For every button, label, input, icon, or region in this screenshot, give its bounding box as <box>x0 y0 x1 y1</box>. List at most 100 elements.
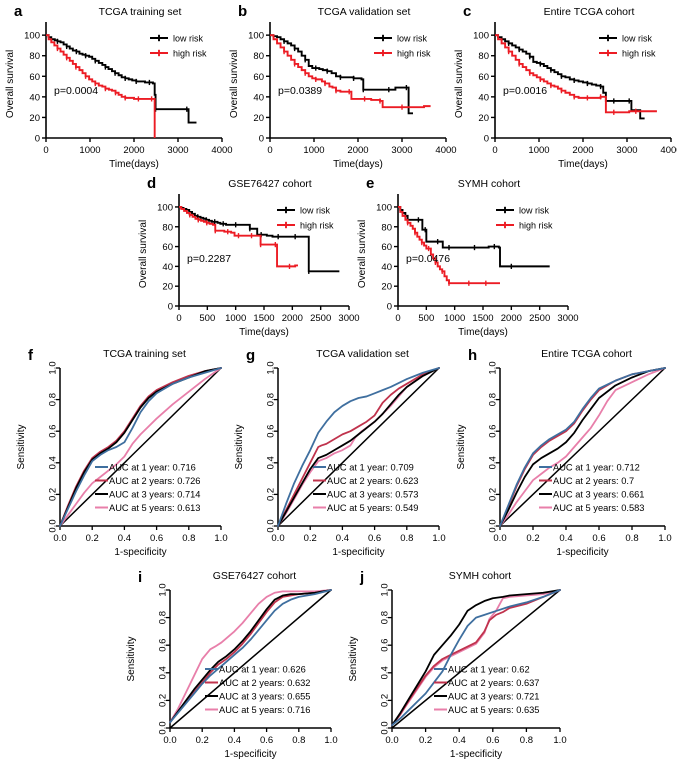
panel-title: SYMH cohort <box>449 570 512 582</box>
x-tick-label: 0.2 <box>196 735 209 746</box>
y-tick-label: 0.0 <box>487 519 498 532</box>
axes: 0.00.0 0.2 0.2 0.4 0.4 0.6 0.6 0.8 0.8 1.0 1.0 <box>157 583 337 746</box>
p-value-annotation: p=0.0016 <box>503 85 547 97</box>
x-tick-label: 0.0 <box>385 735 398 746</box>
x-tick-label: 0 <box>43 145 48 156</box>
x-tick-label: 3000 <box>616 145 637 156</box>
roc-curve-auc-at-5-years <box>59 367 222 527</box>
x-tick-label: 0.8 <box>182 533 195 544</box>
roc-curve-auc-at-5-years <box>499 367 666 527</box>
y-tick-label: 0 <box>484 134 489 145</box>
roc-curve-auc-at-1-year <box>277 367 440 527</box>
roc-curve-auc-at-3-years <box>169 589 332 724</box>
censor-marks <box>283 49 403 110</box>
roc-curve-auc-at-2-years <box>391 589 561 727</box>
y-tick-label: 0.8 <box>265 393 276 406</box>
y-axis-label: Overall survival <box>138 220 149 288</box>
x-tick-label: 2000 <box>501 313 522 324</box>
panel-c: c Entire TCGA cohort 0 20 40 60 80 100 0 1000 2000… <box>449 0 677 172</box>
panel-letter: i <box>138 569 142 586</box>
y-tick-label: 20 <box>381 282 392 293</box>
x-tick-label: 0 <box>267 145 272 156</box>
x-tick-label: 1000 <box>303 145 324 156</box>
roc-curve-auc-at-3-years <box>277 367 440 527</box>
y-tick-label: 40 <box>162 262 173 273</box>
y-tick-label: 100 <box>376 202 392 213</box>
y-axis-label: Sensitivity <box>126 636 137 681</box>
legend-label: low risk <box>397 33 428 43</box>
y-tick-label: 60 <box>478 72 489 83</box>
y-tick-label: 80 <box>381 222 392 233</box>
auc-legend-label: AUC at 3 years: 0.714 <box>109 490 200 500</box>
y-tick-label: 0.0 <box>265 519 276 532</box>
km-curve-low-risk <box>179 206 340 273</box>
x-tick-label: 1000 <box>225 313 246 324</box>
y-tick-label: 80 <box>478 51 489 62</box>
p-value-annotation: p=0.0476 <box>406 253 450 265</box>
y-tick-label: 80 <box>253 51 264 62</box>
x-tick-label: 1.0 <box>432 533 445 544</box>
panel-g: g TCGA validation set 0.0 0.0 0.2 0.2 0.4 0.4 0.… <box>226 340 451 568</box>
x-tick-label: 0.4 <box>228 735 241 746</box>
auc-legend-label: AUC at 5 years: 0.716 <box>219 705 310 715</box>
x-tick-label: 0.6 <box>486 735 499 746</box>
panel-letter: e <box>366 175 374 192</box>
x-tick-label: 0.8 <box>520 735 533 746</box>
y-tick-label: 0 <box>387 302 392 313</box>
x-tick-label: 0.0 <box>271 533 284 544</box>
auc-legend-label: AUC at 2 years: 0.726 <box>109 476 200 486</box>
auc-legend-label: AUC at 5 years: 0.583 <box>553 503 644 513</box>
censor-marks <box>189 212 291 269</box>
y-tick-label: 100 <box>157 202 173 213</box>
x-axis-label: Time(days) <box>109 159 159 170</box>
p-value-annotation: p=0.0389 <box>278 85 322 97</box>
panel-title: Entire TCGA cohort <box>541 348 632 360</box>
roc-curve-auc-at-5-years <box>277 367 440 527</box>
legend-label: low risk <box>173 33 204 43</box>
roc-curve-auc-at-2-years <box>277 367 440 527</box>
axes: 0.00.0 0.2 0.2 0.4 0.4 0.6 0.6 0.8 0.8 1.0 1.0 <box>379 583 566 746</box>
panel-title: GSE76427 cohort <box>213 570 297 582</box>
y-tick-label: 0.6 <box>379 639 390 652</box>
x-tick-label: 1.0 <box>658 533 671 544</box>
x-tick-label: 2000 <box>123 145 144 156</box>
legend-label: low risk <box>622 33 653 43</box>
roc-legend: AUC at 1 year: 0.626 AUC at 2 years: 0.63… <box>205 665 310 715</box>
reference-diagonal <box>59 367 222 527</box>
panel-title: Entire TCGA cohort <box>544 6 635 18</box>
auc-legend-label: AUC at 1 year: 0.709 <box>327 463 414 473</box>
p-value-annotation: p=0.2287 <box>187 253 231 265</box>
x-tick-label: 0.4 <box>336 533 349 544</box>
x-tick-label: 1500 <box>472 313 493 324</box>
roc-legend: AUC at 1 year: 0.712 AUC at 2 years: 0.7 A… <box>539 463 644 513</box>
y-axis-label: Sensitivity <box>16 424 27 469</box>
y-tick-label: 20 <box>478 113 489 124</box>
y-tick-label: 60 <box>381 242 392 253</box>
y-tick-label: 60 <box>162 242 173 253</box>
y-tick-label: 0.0 <box>379 721 390 734</box>
x-tick-label: 4000 <box>435 145 456 156</box>
auc-legend-label: AUC at 3 years: 0.661 <box>553 490 644 500</box>
x-tick-label: 2500 <box>310 313 331 324</box>
y-tick-label: 0.6 <box>47 425 58 438</box>
km-legend: low risk high risk <box>277 205 334 230</box>
y-tick-label: 0 <box>35 134 40 145</box>
y-tick-label: 0.2 <box>157 694 168 707</box>
panel-e: e SYMH cohort 0 20 40 60 80 100 0 500 1000 1500 2000… <box>352 172 579 340</box>
panel-i: i GSE76427 cohort 0.0 0.0 0.2 0.2 0.4 0.4 0.6 0.6… <box>118 562 343 770</box>
legend-label: low risk <box>300 205 331 215</box>
legend-label: high risk <box>519 220 553 230</box>
x-tick-label: 0.4 <box>118 533 131 544</box>
reference-diagonal <box>499 367 666 527</box>
y-axis-label: Sensitivity <box>348 636 359 681</box>
y-axis-label: Overall survival <box>5 50 16 118</box>
roc-legend: AUC at 1 year: 0.716 AUC at 2 years: 0.72… <box>95 463 200 513</box>
x-tick-label: 0.8 <box>292 735 305 746</box>
x-tick-label: 4000 <box>660 145 677 156</box>
panel-h: h Entire TCGA cohort 0.0 0.0 0.2 0.2 0.4 0.4 0.6… <box>448 340 677 568</box>
panel-title: GSE76427 cohort <box>228 178 312 190</box>
x-tick-label: 1000 <box>79 145 100 156</box>
x-tick-label: 500 <box>418 313 434 324</box>
